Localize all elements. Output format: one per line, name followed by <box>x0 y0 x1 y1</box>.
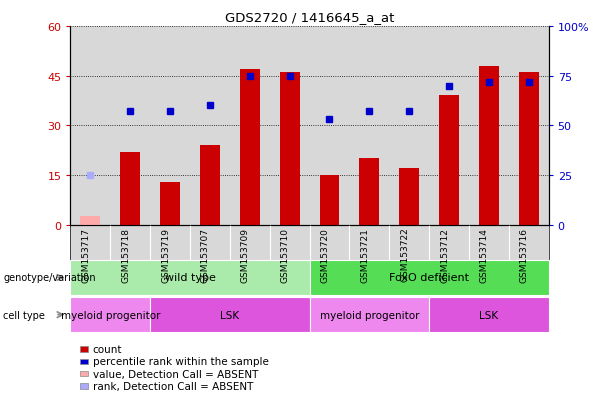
Text: count: count <box>93 344 122 354</box>
Bar <box>389 27 429 225</box>
Bar <box>359 159 379 225</box>
Text: GSM153719: GSM153719 <box>161 227 170 282</box>
Bar <box>349 27 389 225</box>
Text: GSM153710: GSM153710 <box>281 227 289 282</box>
Text: FoxO deficient: FoxO deficient <box>389 273 469 283</box>
Bar <box>439 96 459 225</box>
Text: GSM153718: GSM153718 <box>121 227 131 282</box>
Bar <box>310 27 349 225</box>
Bar <box>399 169 419 225</box>
Bar <box>429 27 469 225</box>
Bar <box>519 73 539 225</box>
Bar <box>200 146 220 225</box>
Bar <box>280 73 300 225</box>
Bar <box>319 176 340 225</box>
Text: GSM153707: GSM153707 <box>201 227 210 282</box>
Bar <box>469 27 509 225</box>
Bar <box>150 27 190 225</box>
Title: GDS2720 / 1416645_a_at: GDS2720 / 1416645_a_at <box>225 11 394 24</box>
Text: GSM153722: GSM153722 <box>400 227 409 282</box>
Text: value, Detection Call = ABSENT: value, Detection Call = ABSENT <box>93 369 258 379</box>
Text: genotype/variation: genotype/variation <box>3 273 96 283</box>
Text: GSM153717: GSM153717 <box>82 227 91 282</box>
Text: GSM153721: GSM153721 <box>360 227 369 282</box>
Bar <box>509 27 549 225</box>
Text: LSK: LSK <box>220 310 240 320</box>
Bar <box>479 66 499 225</box>
Bar <box>80 217 101 225</box>
Bar <box>120 152 140 225</box>
Text: cell type: cell type <box>3 310 45 320</box>
Text: myeloid progenitor: myeloid progenitor <box>61 310 160 320</box>
Text: wild type: wild type <box>165 273 215 283</box>
Bar <box>240 70 260 225</box>
Bar <box>190 27 230 225</box>
Bar <box>270 27 310 225</box>
Bar <box>160 182 180 225</box>
Text: myeloid progenitor: myeloid progenitor <box>319 310 419 320</box>
Text: GSM153714: GSM153714 <box>480 227 489 282</box>
Text: LSK: LSK <box>479 310 498 320</box>
Text: GSM153720: GSM153720 <box>321 227 330 282</box>
Bar <box>110 27 150 225</box>
Text: GSM153716: GSM153716 <box>520 227 528 282</box>
Bar <box>70 27 110 225</box>
Bar <box>230 27 270 225</box>
Text: GSM153709: GSM153709 <box>241 227 250 282</box>
Text: percentile rank within the sample: percentile rank within the sample <box>93 356 268 366</box>
Text: GSM153712: GSM153712 <box>440 227 449 282</box>
Text: rank, Detection Call = ABSENT: rank, Detection Call = ABSENT <box>93 381 253 391</box>
